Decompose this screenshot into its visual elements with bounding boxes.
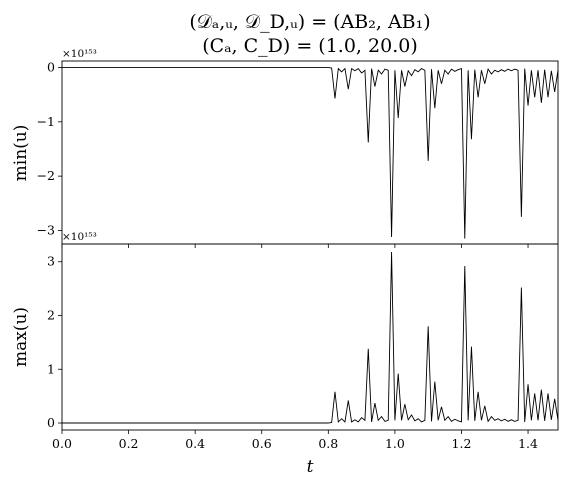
max-u-panel: ×10¹⁵³ max(u) 0 1 2 3 0.0 0.2 0.4 0.6 0.8 1.0 1.2 1… (11, 231, 559, 451)
chart-title-line-1: (𝒟ₐ,ᵤ, 𝒟_D,ᵤ) = (AB₂, AB₁) (189, 11, 430, 33)
x-tick-label: 0.6 (252, 436, 272, 451)
x-tick-label: 1.2 (452, 436, 472, 451)
y-tick-label-1: 0 (47, 415, 55, 430)
x-tick-label: 0.0 (52, 436, 72, 451)
series-line-0 (62, 67, 559, 239)
x-tick-label: 0.2 (119, 436, 139, 451)
y-tick-label-0: −1 (37, 114, 55, 129)
y-tick-label-0: 0 (47, 60, 55, 75)
y-tick-label-1: 2 (47, 307, 55, 322)
x-tick-label: 1.0 (385, 436, 405, 451)
y-tick-label-0: −2 (37, 168, 55, 183)
x-tick-label: 0.4 (185, 436, 205, 451)
y-tick-label-1: 1 (47, 361, 55, 376)
plot-frame-0 (61, 60, 559, 245)
min-u-scale-label: ×10¹⁵³ (62, 48, 97, 60)
y-tick-label-0: −3 (37, 222, 55, 237)
min-u-axis-label: min(u) (11, 125, 31, 182)
chart-title-line-2: (Cₐ, C_D) = (1.0, 20.0) (202, 35, 417, 57)
x-tick-label: 0.8 (318, 436, 338, 451)
x-axis-label: t (307, 457, 314, 477)
min-u-panel: ×10¹⁵³ min(u) 0 −1 −2 −3 (11, 48, 559, 248)
plot-frame-1 (61, 243, 559, 431)
x-tick-label: 1.4 (518, 436, 538, 451)
y-tick-label-1: 3 (47, 254, 55, 269)
series-line-1 (62, 252, 559, 424)
max-u-axis-label: max(u) (11, 307, 31, 367)
max-u-scale-label: ×10¹⁵³ (62, 231, 97, 243)
